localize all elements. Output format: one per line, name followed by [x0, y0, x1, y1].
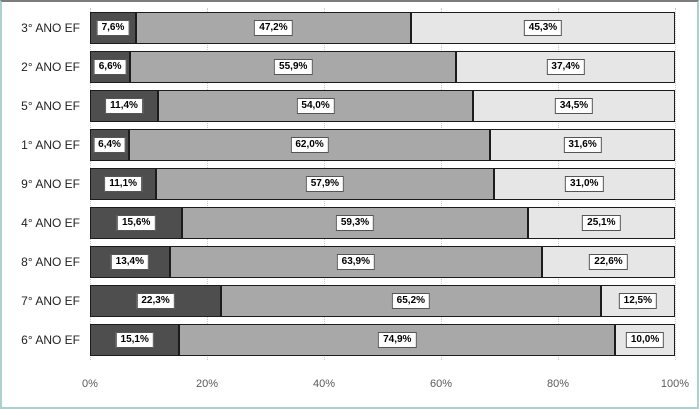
value-label: 31,6% [563, 137, 602, 153]
axis-tick-label: 80% [546, 378, 570, 390]
bar-segment: 13,4% [90, 246, 170, 278]
stacked-bar: 15,1% 74,9% 10,0% [90, 324, 675, 356]
value-label: 63,9% [336, 254, 376, 270]
category-label: 4° ANO EF [21, 216, 80, 230]
value-label: 65,2% [391, 293, 431, 309]
value-label: 6,6% [93, 59, 127, 75]
bar-segment: 59,3% [182, 207, 528, 239]
bar-row: 2° ANO EF 6,6% 55,9% 37,4% [2, 51, 697, 83]
bar-segment: 55,9% [130, 51, 457, 83]
category-label: 7° ANO EF [21, 294, 80, 308]
bar-segment: 15,1% [90, 324, 180, 356]
value-label: 7,6% [96, 20, 130, 36]
stacked-bar: 22,3% 65,2% 12,5% [90, 285, 675, 317]
category-label: 2° ANO EF [21, 60, 80, 74]
value-label: 54,0% [296, 98, 335, 114]
value-label: 13,4% [110, 254, 150, 270]
value-label: 22,6% [589, 254, 628, 270]
value-label: 45,3% [523, 20, 563, 36]
bar-segment: 45,3% [410, 12, 675, 44]
bar-row: 6° ANO EF 15,1% 74,9% 10,0% [2, 324, 697, 356]
bar-row: 7° ANO EF 22,3% 65,2% 12,5% [2, 285, 697, 317]
bar-segment: 65,2% [221, 285, 601, 317]
bar-segment: 10,0% [615, 324, 675, 356]
bar-row: 4° ANO EF 15,6% 59,3% 25,1% [2, 207, 697, 239]
axis-tick-label: 60% [429, 378, 453, 390]
value-label: 55,9% [274, 59, 313, 75]
value-label: 15,6% [116, 215, 156, 231]
bar-segment: 6,4% [90, 129, 130, 161]
stacked-bar: 13,4% 63,9% 22,6% [90, 246, 675, 278]
axis-tick-label: 20% [195, 378, 219, 390]
bar-row: 1° ANO EF 6,4% 62,0% 31,6% [2, 129, 697, 161]
value-label: 6,4% [93, 137, 126, 153]
bar-segment: 7,6% [90, 12, 136, 44]
axis-tick-label: 0% [82, 378, 98, 390]
value-label: 11,4% [105, 98, 143, 114]
x-axis: 0% 20% 40% 60% 80% 100% [82, 378, 689, 398]
value-label: 59,3% [335, 215, 375, 231]
bar-segment: 25,1% [527, 207, 675, 239]
stacked-bar: 15,6% 59,3% 25,1% [90, 207, 675, 239]
bar-segment: 34,5% [473, 90, 675, 122]
bar-segment: 12,5% [600, 285, 675, 317]
bar-row: 5° ANO EF 11,4% 54,0% 34,5% [2, 90, 697, 122]
value-label: 31,0% [565, 176, 604, 192]
axis-tick-label: 40% [312, 378, 336, 390]
value-label: 47,2% [254, 20, 293, 36]
bar-row: 3° ANO EF 7,6% 47,2% 45,3% [2, 12, 697, 44]
bar-segment: 6,6% [90, 51, 131, 83]
bar-segment: 31,6% [490, 129, 676, 161]
value-label: 15,1% [115, 332, 154, 348]
bar-segment: 37,4% [456, 51, 675, 83]
value-label: 34,5% [554, 98, 594, 114]
bar-segment: 11,4% [90, 90, 159, 122]
value-label: 10,0% [625, 332, 665, 348]
category-label: 6° ANO EF [21, 333, 80, 347]
bar-segment: 47,2% [135, 12, 411, 44]
stacked-bar: 11,4% 54,0% 34,5% [90, 90, 675, 122]
value-label: 22,3% [136, 293, 175, 309]
value-label: 37,4% [546, 59, 585, 75]
bar-segment: 74,9% [179, 324, 616, 356]
bar-segment: 57,9% [156, 168, 494, 200]
bar-row: 8° ANO EF 13,4% 63,9% 22,6% [2, 246, 697, 278]
category-label: 3° ANO EF [21, 21, 80, 35]
category-label: 1° ANO EF [21, 138, 80, 152]
bar-segment: 15,6% [90, 207, 183, 239]
stacked-bar: 11,1% 57,9% 31,0% [90, 168, 675, 200]
axis-tick-label: 100% [660, 378, 690, 390]
value-label: 25,1% [582, 215, 621, 231]
value-label: 12,5% [618, 293, 657, 309]
bar-segment: 31,0% [493, 168, 675, 200]
value-label: 11,1% [104, 176, 143, 192]
stacked-bar: 7,6% 47,2% 45,3% [90, 12, 675, 44]
category-label: 5° ANO EF [21, 99, 80, 113]
bar-segment: 22,3% [90, 285, 222, 317]
bar-segment: 54,0% [158, 90, 474, 122]
bar-segment: 11,1% [90, 168, 157, 200]
bar-row: 9° ANO EF 11,1% 57,9% 31,0% [2, 168, 697, 200]
value-label: 74,9% [378, 332, 417, 348]
value-label: 57,9% [305, 176, 345, 192]
stacked-bar: 6,6% 55,9% 37,4% [90, 51, 675, 83]
bar-segment: 62,0% [129, 129, 491, 161]
bar-segment: 63,9% [169, 246, 542, 278]
category-label: 8° ANO EF [21, 255, 80, 269]
stacked-bar: 6,4% 62,0% 31,6% [90, 129, 676, 161]
value-label: 62,0% [290, 137, 329, 153]
category-label: 9° ANO EF [21, 177, 80, 191]
bar-segment: 22,6% [542, 246, 675, 278]
bar-rows: 3° ANO EF 7,6% 47,2% 45,3% 2° ANO EF 6,6% 55,9… [2, 2, 697, 356]
